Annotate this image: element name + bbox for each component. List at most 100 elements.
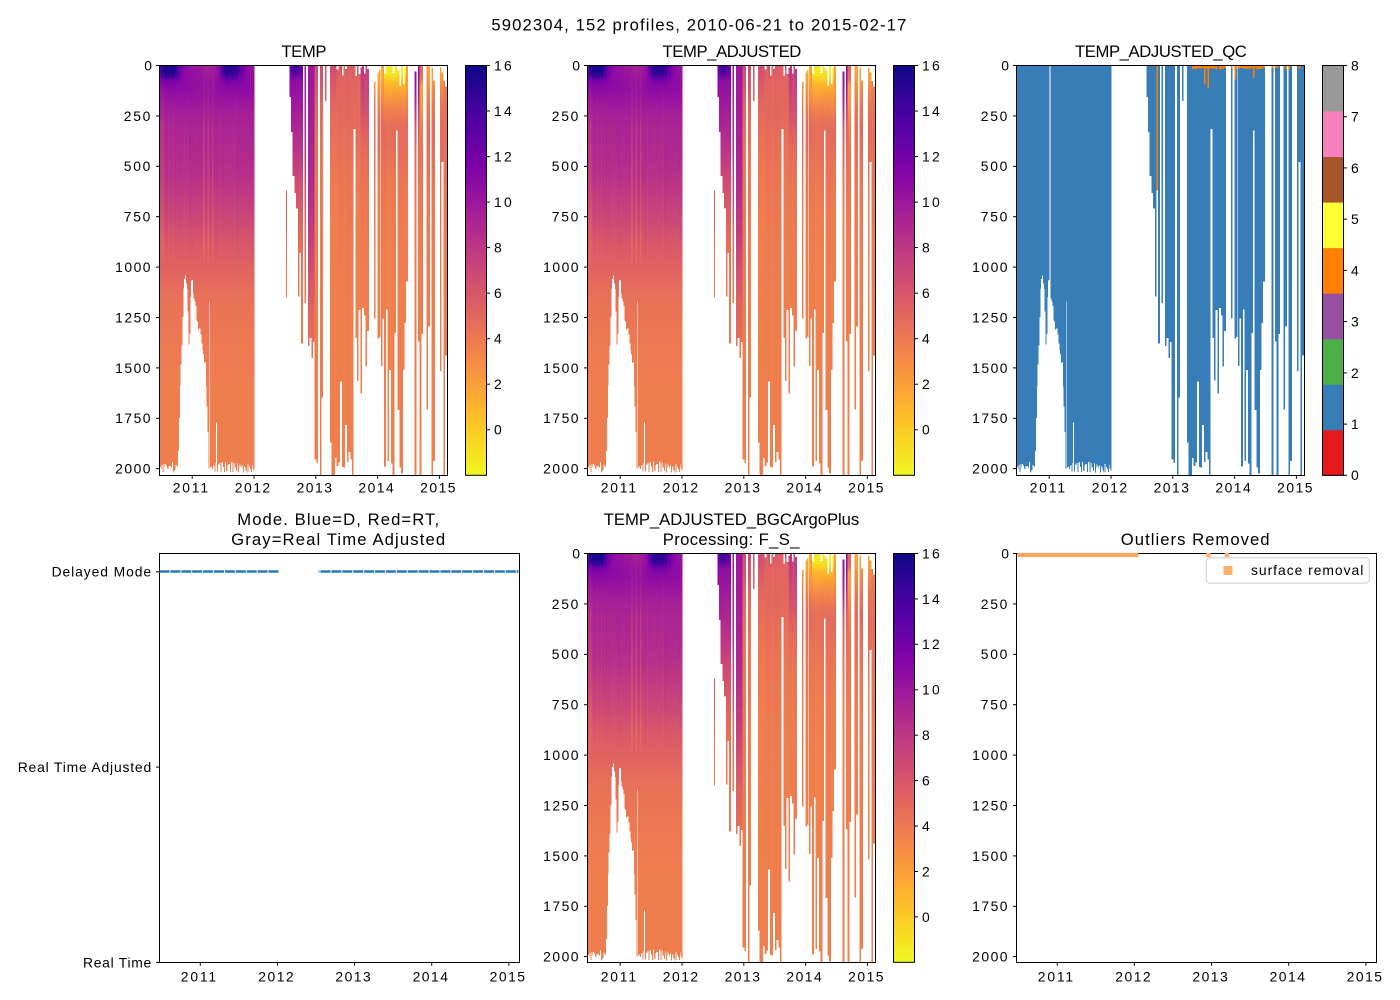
svg-text:4: 4 [922, 331, 930, 347]
svg-text:Real Time Adjusted: Real Time Adjusted [18, 759, 152, 775]
svg-text:2011: 2011 [181, 969, 218, 985]
svg-text:250: 250 [981, 108, 1009, 124]
svg-text:750: 750 [552, 209, 580, 225]
svg-text:surface removal: surface removal [1251, 562, 1364, 578]
svg-text:5: 5 [1351, 211, 1359, 227]
svg-text:2012: 2012 [663, 969, 700, 985]
svg-text:2015: 2015 [1277, 480, 1314, 496]
svg-text:1750: 1750 [115, 410, 152, 426]
svg-text:2000: 2000 [543, 949, 580, 965]
svg-text:5902304, 152 profiles, 2010-06: 5902304, 152 profiles, 2010-06-21 to 201… [491, 16, 907, 35]
svg-text:1500: 1500 [543, 848, 580, 864]
svg-text:2012: 2012 [258, 969, 295, 985]
svg-text:Outliers Removed: Outliers Removed [1121, 530, 1271, 549]
svg-text:2013: 2013 [1154, 480, 1191, 496]
svg-text:2014: 2014 [1215, 480, 1252, 496]
svg-text:2011: 2011 [601, 969, 638, 985]
svg-text:Gray=Real Time Adjusted: Gray=Real Time Adjusted [231, 530, 446, 549]
svg-text:250: 250 [124, 108, 152, 124]
svg-text:0: 0 [922, 422, 930, 438]
svg-text:1500: 1500 [972, 848, 1009, 864]
svg-text:2012: 2012 [235, 480, 272, 496]
svg-text:1750: 1750 [543, 410, 580, 426]
svg-text:2014: 2014 [358, 480, 395, 496]
svg-text:7: 7 [1351, 109, 1359, 125]
svg-text:0: 0 [572, 545, 580, 561]
svg-text:0: 0 [494, 422, 502, 438]
svg-text:2015: 2015 [420, 480, 457, 496]
svg-text:8: 8 [494, 240, 502, 256]
svg-text:250: 250 [552, 108, 580, 124]
svg-text:3: 3 [1351, 314, 1359, 330]
svg-text:1000: 1000 [543, 259, 580, 275]
svg-text:2015: 2015 [848, 480, 885, 496]
svg-text:6: 6 [922, 285, 930, 301]
svg-text:0: 0 [144, 57, 152, 73]
svg-text:2013: 2013 [725, 969, 762, 985]
svg-text:2013: 2013 [297, 480, 334, 496]
svg-text:16: 16 [922, 57, 942, 73]
svg-text:6: 6 [922, 773, 930, 789]
svg-text:2015: 2015 [848, 969, 885, 985]
svg-text:4: 4 [494, 331, 502, 347]
svg-text:4: 4 [922, 818, 930, 834]
svg-text:10: 10 [494, 194, 514, 210]
svg-text:2015: 2015 [1347, 969, 1384, 985]
svg-text:0: 0 [572, 57, 580, 73]
svg-text:1250: 1250 [972, 797, 1009, 813]
svg-text:2011: 2011 [173, 480, 210, 496]
svg-text:1500: 1500 [115, 360, 152, 376]
svg-text:10: 10 [922, 682, 942, 698]
svg-text:2: 2 [922, 376, 930, 392]
svg-text:TEMP_ADJUSTED_QC: TEMP_ADJUSTED_QC [1075, 42, 1247, 61]
svg-text:2012: 2012 [663, 480, 700, 496]
svg-text:1500: 1500 [543, 360, 580, 376]
svg-text:750: 750 [124, 209, 152, 225]
svg-text:1000: 1000 [972, 259, 1009, 275]
svg-text:16: 16 [494, 57, 514, 73]
svg-text:Delayed Mode: Delayed Mode [52, 564, 152, 580]
svg-text:8: 8 [922, 240, 930, 256]
svg-text:8: 8 [1351, 57, 1359, 73]
svg-text:TEMP_ADJUSTED_BGCArgoPlus: TEMP_ADJUSTED_BGCArgoPlus [604, 510, 859, 529]
svg-text:0: 0 [922, 909, 930, 925]
svg-text:250: 250 [552, 596, 580, 612]
svg-text:1750: 1750 [543, 898, 580, 914]
svg-text:TEMP: TEMP [281, 42, 326, 61]
svg-text:2014: 2014 [786, 480, 823, 496]
svg-text:2: 2 [922, 863, 930, 879]
svg-text:4: 4 [1351, 262, 1359, 278]
svg-text:1750: 1750 [972, 898, 1009, 914]
svg-text:750: 750 [552, 697, 580, 713]
svg-text:1250: 1250 [543, 309, 580, 325]
svg-text:2011: 2011 [601, 480, 638, 496]
svg-text:1250: 1250 [115, 309, 152, 325]
svg-text:2000: 2000 [972, 461, 1009, 477]
svg-text:2015: 2015 [490, 969, 527, 985]
svg-text:2013: 2013 [1192, 969, 1229, 985]
svg-text:2014: 2014 [1270, 969, 1307, 985]
svg-text:1500: 1500 [972, 360, 1009, 376]
svg-text:1000: 1000 [972, 747, 1009, 763]
svg-text:2013: 2013 [335, 969, 372, 985]
svg-text:6: 6 [494, 285, 502, 301]
svg-text:2011: 2011 [1030, 480, 1067, 496]
svg-text:10: 10 [922, 194, 942, 210]
svg-text:750: 750 [981, 697, 1009, 713]
svg-text:14: 14 [922, 103, 942, 119]
svg-text:2000: 2000 [543, 461, 580, 477]
svg-text:1250: 1250 [543, 797, 580, 813]
svg-text:750: 750 [981, 209, 1009, 225]
svg-text:250: 250 [981, 596, 1009, 612]
svg-text:500: 500 [552, 158, 580, 174]
svg-text:2000: 2000 [115, 461, 152, 477]
svg-text:500: 500 [552, 646, 580, 662]
svg-text:2012: 2012 [1115, 969, 1152, 985]
svg-text:1000: 1000 [543, 747, 580, 763]
svg-text:12: 12 [494, 149, 514, 165]
svg-text:0: 0 [1351, 467, 1359, 483]
svg-text:Real Time: Real Time [83, 954, 152, 970]
svg-text:2013: 2013 [725, 480, 762, 496]
svg-text:500: 500 [124, 158, 152, 174]
svg-text:1250: 1250 [972, 309, 1009, 325]
